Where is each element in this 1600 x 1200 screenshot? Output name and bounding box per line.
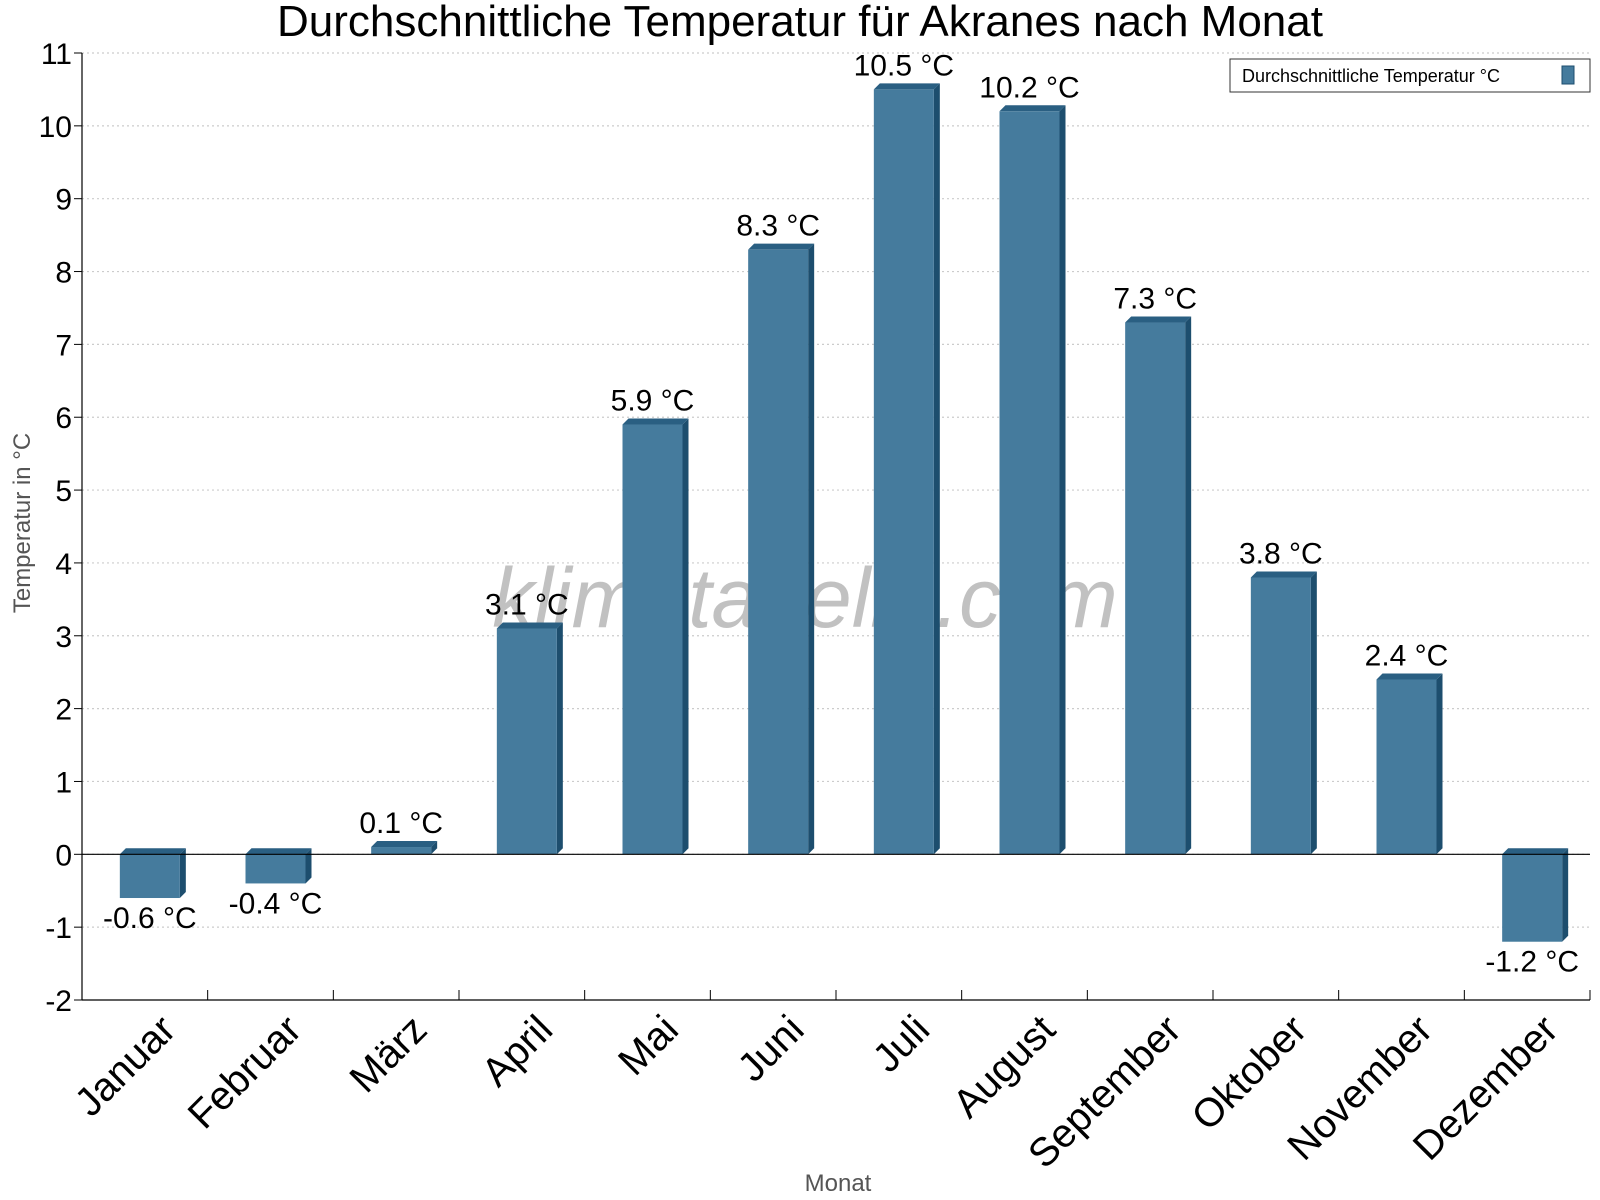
bar-side <box>179 848 186 899</box>
bar-side <box>1310 571 1317 855</box>
bar-front <box>622 424 683 855</box>
bar-front <box>1250 577 1311 855</box>
bar-6 <box>748 243 815 855</box>
data-labels: -0.6 °C -0.4 °C 0.1 °C 3.1 °C 5.9 °C 8.3 °C 10… <box>103 49 1579 978</box>
bar-top <box>873 83 940 90</box>
chart-title: Durchschnittliche Temperatur für Akranes… <box>277 0 1323 46</box>
bar-top <box>1376 673 1443 680</box>
x-tick-label: April <box>473 1007 561 1095</box>
data-label: 0.1 °C <box>359 807 443 840</box>
bar-side <box>1562 848 1569 942</box>
bar-top <box>748 243 815 250</box>
y-tick-label: -1 <box>45 912 72 945</box>
data-label: 8.3 °C <box>736 210 820 243</box>
x-tick-label: Oktober <box>1183 1007 1315 1139</box>
data-label: 10.5 °C <box>854 49 954 82</box>
legend-label: Durchschnittliche Temperatur °C <box>1242 66 1500 86</box>
bar-3 <box>371 841 438 855</box>
bar-front <box>119 854 180 899</box>
bar-2 <box>245 848 312 884</box>
bar-side <box>682 418 689 855</box>
bar-front <box>371 847 432 855</box>
y-tick-label: 6 <box>55 402 72 435</box>
bar-top <box>496 622 563 629</box>
bar-5 <box>622 418 689 855</box>
y-tick-label: 11 <box>41 38 72 71</box>
x-tick-label: Februar <box>180 1007 310 1137</box>
x-tick-label: August <box>945 1007 1064 1126</box>
bar-front <box>748 249 809 855</box>
bar-side <box>1185 316 1192 855</box>
y-tick-label: -2 <box>45 985 72 1018</box>
bar-top <box>1502 848 1569 855</box>
data-label: 3.8 °C <box>1239 537 1323 570</box>
y-tick-label: 2 <box>55 694 72 727</box>
data-label: 10.2 °C <box>979 71 1079 104</box>
bar-front <box>999 111 1060 855</box>
bar-side <box>305 848 312 884</box>
legend: Durchschnittliche Temperatur °C <box>1229 58 1591 93</box>
bar-front <box>1502 854 1563 942</box>
bar-11 <box>1376 673 1443 855</box>
data-label: 7.3 °C <box>1113 283 1197 316</box>
legend-box <box>1229 58 1591 93</box>
y-tick-label: 4 <box>55 548 72 581</box>
bar-top <box>371 841 438 848</box>
y-tick-label: 3 <box>55 621 72 654</box>
bar-side <box>933 83 940 855</box>
data-label: 3.1 °C <box>485 588 569 621</box>
axes <box>74 52 1591 1001</box>
x-tick-label: Januar <box>67 1007 185 1125</box>
bar-top <box>245 848 312 855</box>
bar-12 <box>1502 848 1569 942</box>
bar-top <box>119 848 186 855</box>
y-tick-label: 5 <box>55 475 72 508</box>
bar-1 <box>119 848 186 899</box>
bar-front <box>496 628 557 855</box>
y-tick-label: 8 <box>55 257 72 290</box>
data-label: -0.6 °C <box>103 902 197 935</box>
data-label: -1.2 °C <box>1485 946 1579 979</box>
bar-side <box>1059 105 1066 855</box>
bar-side <box>1436 673 1443 855</box>
bar-side <box>808 243 815 855</box>
bar-top <box>1125 316 1192 323</box>
bar-front <box>1125 322 1186 855</box>
y-tick-label: 0 <box>55 839 72 872</box>
data-label: 2.4 °C <box>1365 639 1449 672</box>
x-axis-title: Monat <box>805 1170 872 1197</box>
x-tick-label: Mai <box>610 1007 687 1084</box>
data-label: 5.9 °C <box>611 385 695 418</box>
bar-10 <box>1250 571 1317 855</box>
bar-front <box>873 89 934 855</box>
bar-side <box>431 841 438 855</box>
x-tick-label: Juni <box>730 1007 813 1090</box>
bar-7 <box>873 83 940 855</box>
bar-front <box>1376 679 1437 855</box>
y-axis-tick-labels: -2 -1 0 1 2 3 4 5 6 7 8 9 10 11 <box>39 38 72 1018</box>
y-axis-title: Temperatur in °C <box>9 433 36 613</box>
bar-4 <box>496 622 563 855</box>
x-tick-label: Juli <box>865 1007 939 1081</box>
legend-swatch <box>1561 65 1575 85</box>
y-tick-label: 10 <box>39 111 72 144</box>
data-label: -0.4 °C <box>229 887 323 920</box>
y-tick-label: 1 <box>55 766 72 799</box>
bar-side <box>556 622 563 855</box>
bar-front <box>245 854 306 884</box>
bars <box>119 83 1569 942</box>
bar-top <box>999 105 1066 112</box>
bar-top <box>1250 571 1317 578</box>
y-tick-label: 7 <box>55 329 72 362</box>
y-tick-label: 9 <box>55 184 72 217</box>
bar-top <box>622 418 689 425</box>
x-tick-label: März <box>342 1007 436 1101</box>
grid-lines <box>82 52 1590 928</box>
bar-8 <box>999 105 1066 855</box>
bar-9 <box>1125 316 1192 855</box>
